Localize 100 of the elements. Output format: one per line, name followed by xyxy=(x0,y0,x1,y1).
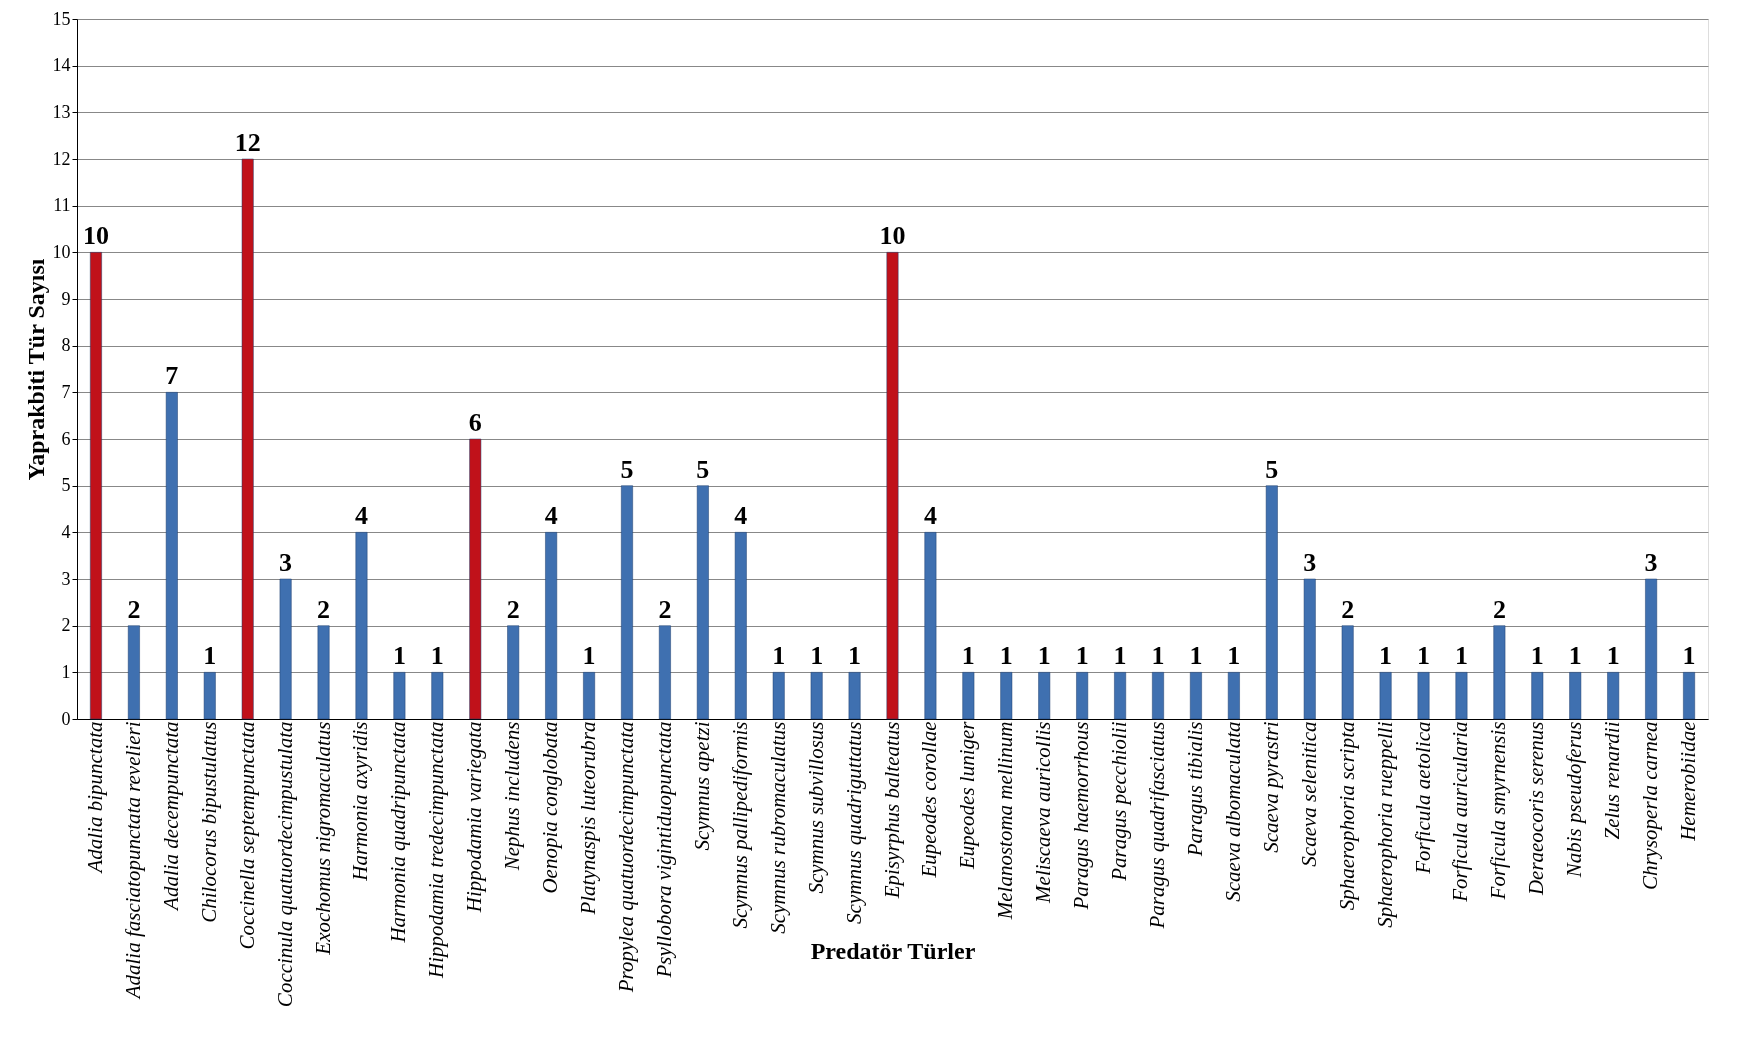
bar xyxy=(1683,672,1695,720)
x-tick-label: Forficula smyrnensis xyxy=(1486,721,1511,901)
data-label: 1 xyxy=(1151,641,1165,671)
data-label: 1 xyxy=(848,641,862,671)
x-tick-label: Scaeva pyrastri xyxy=(1258,721,1283,853)
bar xyxy=(1190,672,1202,720)
x-tick-label: Paragus tibialis xyxy=(1182,721,1207,858)
data-label: 1 xyxy=(1568,641,1582,671)
data-label: 3 xyxy=(279,548,293,577)
y-tick-label: 8 xyxy=(61,335,71,356)
data-label: 1 xyxy=(961,641,975,671)
x-tick-label: Hemerobiidae xyxy=(1676,721,1701,842)
bar xyxy=(1076,672,1089,720)
x-tick-label: Eupeodes corollae xyxy=(917,721,942,879)
x-tick-label: Forficula aetolica xyxy=(1410,721,1435,875)
bar xyxy=(658,625,671,720)
data-label: 1 xyxy=(1227,641,1241,671)
bar xyxy=(810,672,823,720)
x-tick-label: Deraeocoris serenus xyxy=(1524,721,1549,897)
data-label: 1 xyxy=(810,641,824,671)
x-tick-label: Meliscaeva auricollis xyxy=(1031,721,1056,904)
data-label: 6 xyxy=(468,408,482,437)
data-label: 1 xyxy=(1189,641,1203,671)
x-tick-label: Oenopia conglobata xyxy=(538,721,563,894)
data-label: 2 xyxy=(658,594,672,624)
bar xyxy=(317,625,330,720)
data-label: 1 xyxy=(1606,641,1620,671)
x-tick-label: Adalia bipunctata xyxy=(82,721,107,875)
bar xyxy=(545,532,558,720)
bar xyxy=(1341,625,1354,720)
bar xyxy=(1645,578,1658,720)
data-label: 2 xyxy=(506,594,520,624)
y-tick-label: 9 xyxy=(61,288,71,309)
y-tick-label: 7 xyxy=(61,381,71,402)
bar xyxy=(1265,485,1278,720)
data-label: 1 xyxy=(203,641,217,671)
x-tick-label: Coccinella septempunctata xyxy=(234,721,259,950)
data-label: 1 xyxy=(582,641,596,671)
y-tick-label: 3 xyxy=(61,568,71,589)
bar xyxy=(1569,672,1582,720)
data-label: 1 xyxy=(1530,641,1544,671)
y-tick-label: 11 xyxy=(53,195,71,216)
bar xyxy=(772,672,785,720)
y-tick-label: 15 xyxy=(52,8,71,29)
x-tick-label: Nephus includens xyxy=(500,721,525,872)
x-tick-label: Platynaspis luteorubra xyxy=(576,721,601,916)
y-tick-label: 10 xyxy=(52,241,71,262)
x-tick-label: Hippodamia tredecimpunctata xyxy=(424,721,449,979)
x-tick-label: Scymnus pallipediformis xyxy=(727,721,752,929)
x-tick-label: Propylea quatuordecimpunctata xyxy=(613,721,638,994)
bar xyxy=(1417,672,1430,720)
bar xyxy=(355,532,368,720)
bar xyxy=(583,672,595,720)
bar xyxy=(924,532,937,720)
bar xyxy=(90,252,102,720)
bar xyxy=(165,392,178,720)
y-tick-label: 4 xyxy=(61,521,71,542)
data-label: 1 xyxy=(999,641,1013,671)
x-tick-label: Melanostoma mellinum xyxy=(993,721,1018,921)
data-label: 1 xyxy=(1379,641,1393,671)
data-label: 2 xyxy=(127,594,141,624)
bar xyxy=(1303,578,1316,720)
bar xyxy=(696,485,709,720)
y-tick-label: 1 xyxy=(61,661,71,682)
bar xyxy=(127,625,140,720)
data-label: 1 xyxy=(392,641,406,671)
data-label: 10 xyxy=(82,221,109,251)
data-label: 5 xyxy=(1265,454,1279,484)
x-tick-label: Scaeva albomaculata xyxy=(1220,721,1245,902)
bar xyxy=(507,625,520,720)
x-tick-label: Sphaerophoria scripta xyxy=(1334,721,1359,911)
data-label: 4 xyxy=(923,501,937,531)
bar xyxy=(431,672,444,720)
x-tick-label: Scymnus quadriguttatus xyxy=(841,721,866,924)
x-tick-label: Chilocorus bipustulatus xyxy=(196,721,221,923)
x-tick-label: Paragus quadrifasciatus xyxy=(1145,721,1170,930)
data-label: 5 xyxy=(696,454,710,484)
data-label: 1 xyxy=(772,641,786,671)
x-tick-label: Scaeva selenitica xyxy=(1296,721,1321,867)
data-label: 1 xyxy=(1113,641,1127,671)
bar xyxy=(621,485,633,720)
data-label: 7 xyxy=(165,361,179,391)
data-label: 12 xyxy=(234,128,261,157)
x-tick-label: Psyllobora vigintiduopunctata xyxy=(651,721,676,979)
bar xyxy=(1114,672,1127,720)
data-label: 4 xyxy=(734,501,748,531)
x-tick-label: Adalia fasciatopunctata revelieri xyxy=(120,721,145,1001)
x-tick-label: Forficula auricularia xyxy=(1448,721,1473,903)
bar xyxy=(1531,672,1544,720)
bar xyxy=(241,158,254,720)
bar xyxy=(469,438,482,720)
x-tick-label: Coccinula quatuordecimpustulata xyxy=(272,721,297,1008)
x-tick-label: Paragus haemorrhous xyxy=(1069,721,1094,911)
bar xyxy=(1038,672,1051,720)
x-tick-label: Zelus renardii xyxy=(1600,721,1625,840)
bar xyxy=(962,672,975,720)
x-tick-label: Episyrphus balteatus xyxy=(879,721,904,900)
data-label: 10 xyxy=(879,221,906,251)
bar xyxy=(1227,672,1240,720)
data-label: 1 xyxy=(1454,641,1468,671)
